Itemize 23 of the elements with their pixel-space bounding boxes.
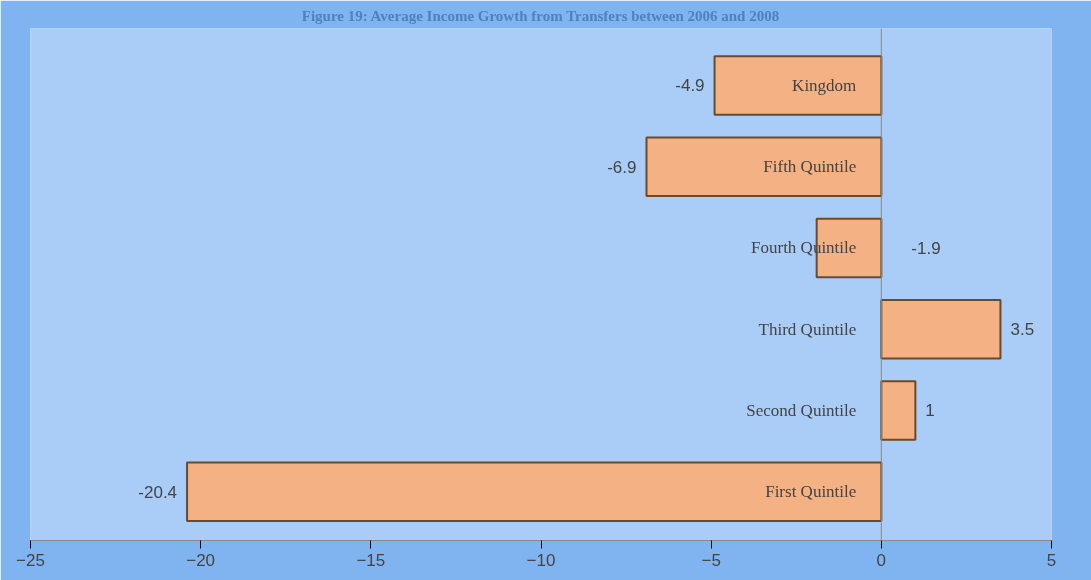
x-tick-label: −20 — [186, 550, 216, 570]
x-tick-label: 0 — [876, 550, 887, 570]
y-tick-label: Fifth Quintile — [763, 157, 857, 177]
y-tick-label: Second Quintile — [746, 400, 857, 420]
data-label: 3.5 — [1010, 320, 1035, 340]
bar — [645, 136, 883, 197]
bar — [713, 55, 883, 116]
y-tick-label: Kingdom — [792, 75, 857, 95]
bar — [880, 380, 917, 441]
y-tick-label: Third Quintile — [758, 319, 857, 339]
data-label: -4.9 — [675, 76, 705, 96]
data-label: 1 — [925, 401, 935, 421]
data-label: -20.4 — [138, 482, 178, 502]
bar — [186, 461, 883, 522]
y-tick-label: First Quintile — [765, 482, 857, 502]
data-label: -6.9 — [607, 157, 637, 177]
x-tick-label: −15 — [356, 550, 386, 570]
x-tick-label: −10 — [526, 550, 556, 570]
x-tick-label: −25 — [16, 550, 45, 570]
x-tick-label: 5 — [1046, 550, 1057, 570]
x-tick-label: −5 — [701, 550, 721, 570]
bar — [880, 298, 1002, 360]
data-label: -1.9 — [911, 238, 941, 258]
